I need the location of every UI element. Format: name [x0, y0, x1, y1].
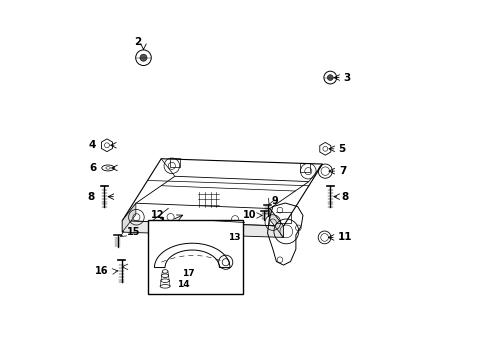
Text: 6: 6 [89, 163, 96, 173]
Text: 17: 17 [182, 269, 194, 278]
Text: 8: 8 [341, 192, 348, 202]
Bar [299, 163, 309, 172]
Bar [170, 158, 180, 167]
Circle shape [327, 75, 332, 80]
Text: 2: 2 [134, 37, 142, 48]
Text: 7: 7 [339, 166, 346, 176]
Text: 16: 16 [94, 266, 108, 276]
Text: 11: 11 [337, 233, 351, 242]
Text: 15: 15 [126, 228, 140, 238]
Text: 4: 4 [88, 140, 96, 150]
Polygon shape [122, 221, 283, 238]
Polygon shape [122, 203, 136, 232]
Text: 1: 1 [158, 217, 165, 227]
Text: 9: 9 [270, 196, 277, 206]
Text: 13: 13 [227, 233, 240, 242]
Text: 10: 10 [243, 211, 256, 220]
Text: 14: 14 [177, 280, 189, 289]
Circle shape [223, 246, 227, 250]
Bar [148, 220, 243, 294]
Text: 5: 5 [338, 144, 345, 154]
Text: 12: 12 [151, 211, 164, 220]
Text: 3: 3 [343, 73, 350, 82]
Circle shape [160, 261, 166, 267]
Circle shape [140, 54, 147, 61]
Text: 8: 8 [88, 192, 95, 202]
Polygon shape [269, 208, 283, 238]
